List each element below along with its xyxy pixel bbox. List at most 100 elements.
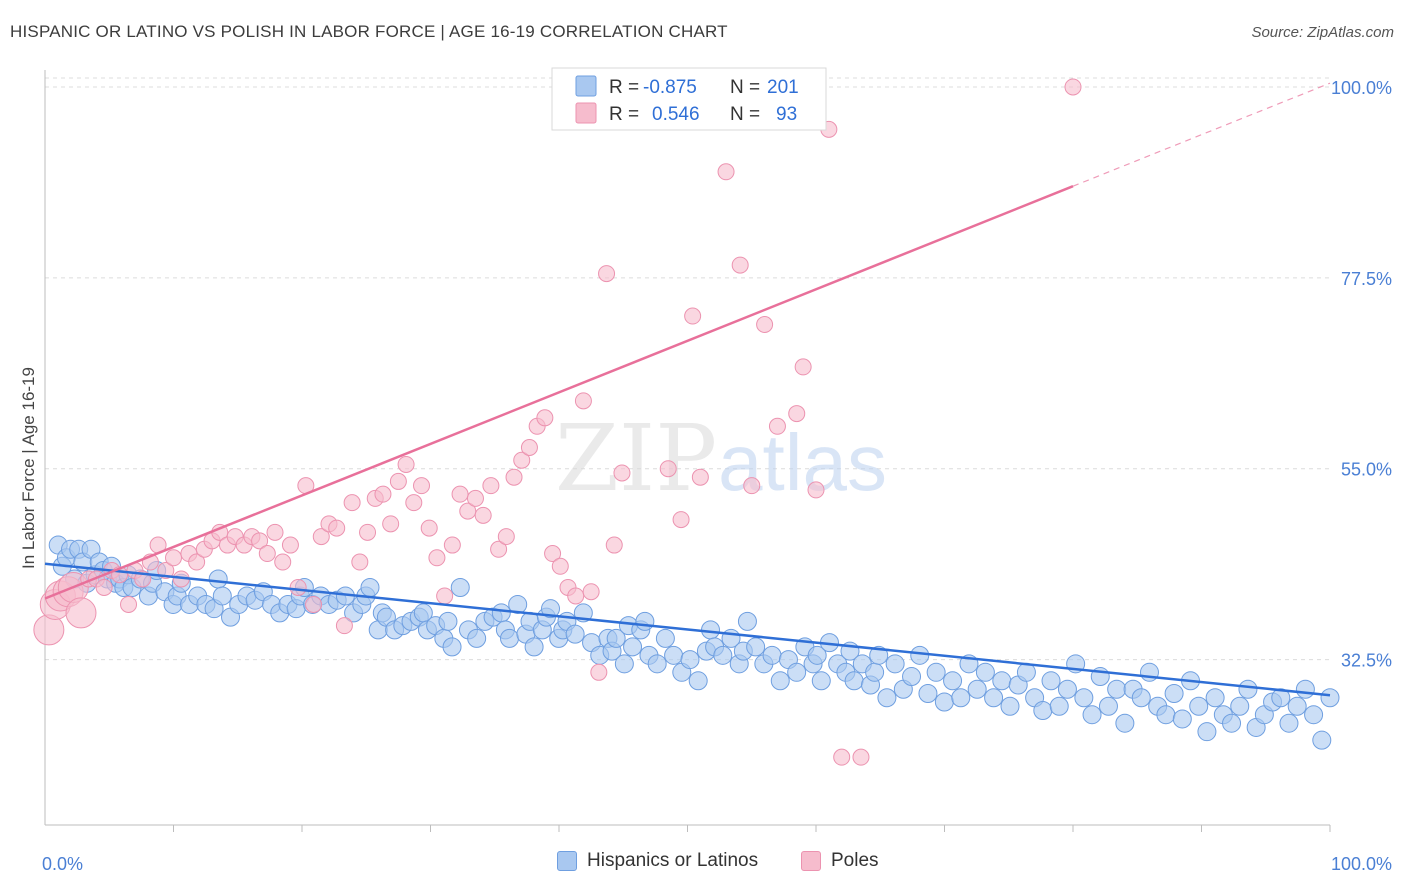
poles-point-53 bbox=[443, 536, 461, 554]
poles-point-82 bbox=[684, 307, 702, 325]
poles-point-51 bbox=[428, 549, 446, 567]
hispanics-point-131 bbox=[885, 654, 905, 674]
hispanics-point-170 bbox=[1205, 688, 1225, 708]
legend-n-value-1: 201 bbox=[767, 77, 799, 98]
source-label: Source: ZipAtlas.com bbox=[1251, 24, 1394, 41]
hispanics-point-125 bbox=[844, 671, 864, 691]
poles-point-56 bbox=[466, 489, 484, 507]
hispanics-point-119 bbox=[807, 645, 827, 665]
legend-n-label-1: N = bbox=[730, 77, 760, 98]
poles-point-61 bbox=[505, 468, 523, 486]
hispanics-point-137 bbox=[934, 692, 954, 712]
poles-point-46 bbox=[389, 472, 407, 490]
poles-point-71 bbox=[582, 583, 600, 601]
hispanics-point-144 bbox=[992, 671, 1012, 691]
hispanics-point-110 bbox=[737, 611, 757, 631]
watermark: ZIP atlas bbox=[555, 405, 887, 512]
legend-n-label-2: N = bbox=[730, 104, 760, 125]
legend-item-hispanics: Hispanics or Latinos bbox=[557, 850, 758, 872]
hispanics-point-182 bbox=[1304, 705, 1324, 725]
hispanics-point-135 bbox=[918, 684, 938, 704]
watermark-atlas: atlas bbox=[718, 418, 887, 507]
legend-item-poles: Poles bbox=[801, 850, 879, 872]
poles-point-96 bbox=[1064, 78, 1082, 96]
hispanics-point-180 bbox=[1287, 696, 1307, 716]
y-axis-label: In Labor Force | Age 16-19 bbox=[19, 367, 38, 569]
hispanics-point-184 bbox=[1320, 688, 1340, 708]
poles-point-63 bbox=[520, 439, 538, 456]
hispanics-point-101 bbox=[680, 650, 700, 670]
hispanics-point-65 bbox=[442, 637, 462, 657]
series-hispanics-points bbox=[48, 535, 1340, 750]
poles-point-83 bbox=[691, 468, 709, 486]
poles-point-70 bbox=[574, 392, 592, 410]
poles-point-49 bbox=[413, 477, 431, 495]
hispanics-point-161 bbox=[1131, 688, 1151, 708]
hispanics-point-143 bbox=[984, 688, 1004, 708]
poles-point-91 bbox=[794, 358, 812, 376]
hispanics-point-73 bbox=[499, 628, 519, 648]
hispanics-trend-line bbox=[44, 562, 1331, 697]
hispanics-point-116 bbox=[787, 662, 807, 682]
x-tick-label-0: 0.0% bbox=[42, 854, 83, 874]
poles-point-55 bbox=[459, 502, 477, 520]
poles-point-95 bbox=[852, 748, 870, 766]
hispanics-point-172 bbox=[1222, 713, 1242, 733]
hispanics-point-142 bbox=[975, 662, 995, 682]
hispanics-point-90 bbox=[606, 628, 626, 648]
hispanics-point-71 bbox=[491, 603, 511, 623]
y-tick-label-1: 55.0% bbox=[1341, 460, 1392, 480]
hispanics-point-159 bbox=[1115, 713, 1135, 733]
hispanics-point-91 bbox=[614, 654, 634, 674]
chart-title: HISPANIC OR LATINO VS POLISH IN LABOR FO… bbox=[10, 22, 728, 41]
hispanics-point-66 bbox=[450, 577, 470, 597]
hispanics-point-99 bbox=[664, 645, 684, 665]
poles-point-94 bbox=[833, 748, 851, 766]
hispanics-point-173 bbox=[1230, 696, 1250, 716]
poles-point-80 bbox=[659, 460, 677, 478]
poles-point-73 bbox=[598, 265, 616, 283]
poles-point-28 bbox=[251, 532, 269, 550]
poles-point-45 bbox=[382, 515, 400, 533]
hispanics-point-164 bbox=[1156, 705, 1176, 725]
legend-swatch-hispanics bbox=[557, 851, 577, 871]
hispanics-point-166 bbox=[1172, 709, 1192, 729]
hispanics-point-74 bbox=[508, 594, 528, 614]
legend-swatch-blue bbox=[575, 75, 597, 97]
poles-point-47 bbox=[397, 455, 415, 473]
tick-labels: 32.5% 55.0% 77.5% 100.0% 0.0% 100.0% bbox=[42, 78, 1392, 874]
hispanics-point-113 bbox=[762, 645, 782, 665]
hispanics-point-84 bbox=[565, 624, 585, 644]
poles-point-50 bbox=[420, 519, 438, 537]
poles-point-66 bbox=[544, 545, 562, 563]
hispanics-point-93 bbox=[623, 637, 643, 657]
trend-lines bbox=[44, 82, 1331, 697]
hispanics-point-77 bbox=[524, 637, 544, 657]
hispanics-point-136 bbox=[926, 662, 946, 682]
poles-point-42 bbox=[359, 523, 377, 541]
hispanics-point-138 bbox=[943, 671, 963, 691]
hispanics-point-111 bbox=[746, 637, 766, 657]
poles-trend-line bbox=[44, 185, 1074, 600]
poles-point-29 bbox=[258, 545, 276, 563]
legend-bottom: Hispanics or Latinos Poles bbox=[0, 850, 1406, 880]
poles-point-44 bbox=[374, 485, 392, 503]
legend-r-value-1: -0.875 bbox=[643, 77, 697, 98]
hispanics-point-130 bbox=[877, 688, 897, 708]
poles-point-41 bbox=[351, 553, 369, 571]
hispanics-point-133 bbox=[902, 667, 922, 687]
poles-point-20 bbox=[188, 553, 206, 571]
poles-point-32 bbox=[281, 536, 299, 554]
hispanics-point-68 bbox=[467, 628, 487, 648]
poles-point-5 bbox=[65, 597, 97, 629]
hispanics-point-152 bbox=[1057, 679, 1077, 699]
poles-point-38 bbox=[328, 519, 346, 537]
poles-point-40 bbox=[343, 494, 361, 512]
poles-point-35 bbox=[305, 595, 323, 613]
hispanics-point-64 bbox=[438, 611, 458, 631]
hispanics-point-134 bbox=[910, 645, 930, 665]
hispanics-point-98 bbox=[655, 628, 675, 648]
poles-point-48 bbox=[405, 494, 423, 512]
hispanics-point-168 bbox=[1189, 696, 1209, 716]
poles-point-88 bbox=[756, 315, 774, 333]
